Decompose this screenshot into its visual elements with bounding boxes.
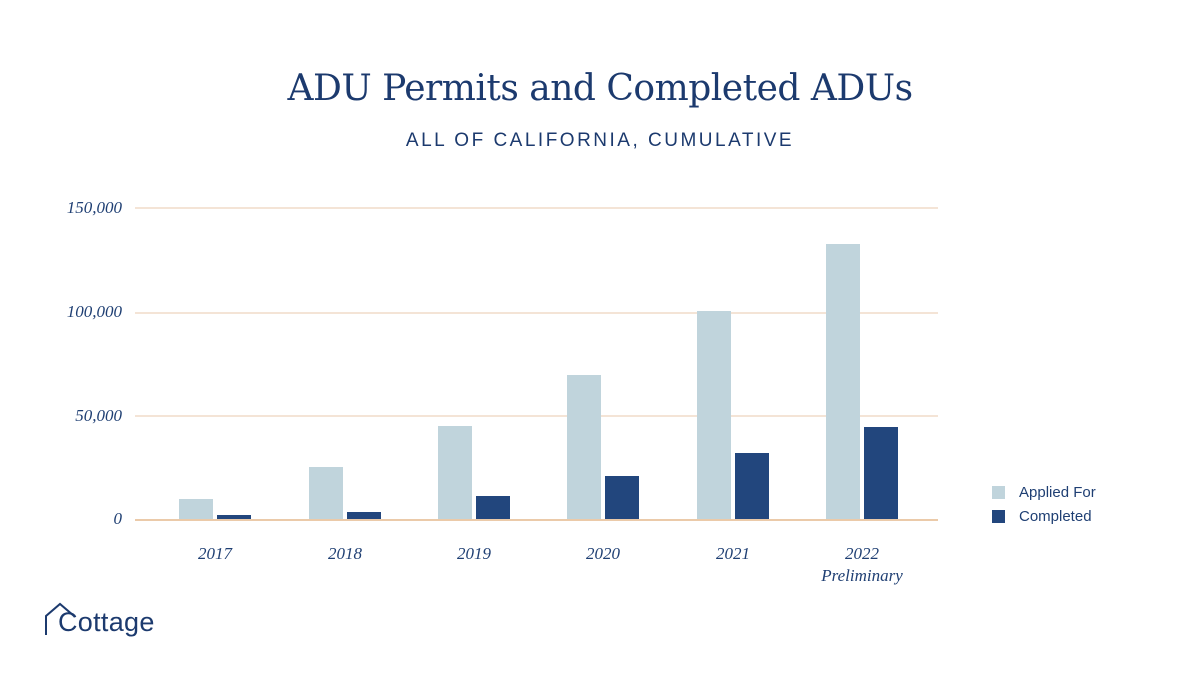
- applied-bar-2021: [697, 311, 731, 520]
- x-axis-baseline: [135, 519, 938, 521]
- brand-name: Cottage: [58, 607, 155, 637]
- applied-bar-2017: [179, 499, 213, 520]
- x-tick-label: 2017: [198, 544, 232, 563]
- x-tick-label: 2020: [586, 544, 620, 563]
- cottage-logo: Cottage: [44, 602, 155, 637]
- chart-subtitle: ALL OF CALIFORNIA, CUMULATIVE: [405, 130, 795, 151]
- completed-bar-2017: [217, 515, 251, 520]
- legend-item-applied: Applied For: [992, 480, 1096, 504]
- applied-bar-2020: [567, 375, 601, 520]
- applied-bar-2022: [826, 244, 860, 520]
- gridline-150000: [135, 207, 938, 209]
- completed-bar-2022: [864, 427, 898, 520]
- gridline-100000: [135, 312, 938, 314]
- y-tick-label: 50,000: [75, 406, 122, 425]
- y-tick-label: 150,000: [66, 198, 122, 217]
- completed-bar-2019: [476, 496, 510, 520]
- legend-item-completed: Completed: [992, 504, 1096, 528]
- x-tick-label: 2021: [716, 544, 750, 563]
- x-tick-label: 2019: [457, 544, 491, 563]
- x-tick-label: 2022 Preliminary: [821, 544, 903, 585]
- house-roof-icon: [45, 602, 74, 635]
- y-tick-label: 100,000: [66, 302, 122, 321]
- y-tick-label: 0: [113, 509, 123, 528]
- chart-title: ADU Permits and Completed ADUs: [287, 68, 913, 109]
- applied-bar-2018: [309, 467, 343, 520]
- completed-bar-2020: [605, 476, 639, 520]
- applied-bar-2019: [438, 426, 472, 520]
- legend: Applied For Completed: [992, 480, 1096, 528]
- legend-label: Completed: [1019, 507, 1092, 525]
- gridline-50000: [135, 415, 938, 417]
- legend-label: Applied For: [1019, 483, 1096, 501]
- completed-swatch-icon: [992, 509, 1005, 523]
- completed-bar-2021: [735, 453, 769, 520]
- completed-bar-2018: [347, 512, 381, 520]
- x-tick-label: 2018: [328, 544, 362, 563]
- applied-swatch-icon: [992, 485, 1005, 499]
